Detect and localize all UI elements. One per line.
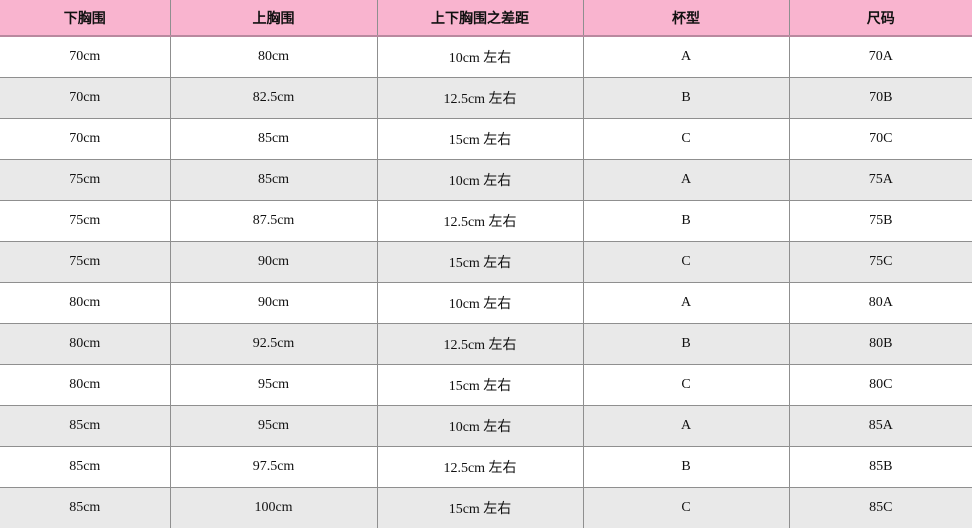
- table-cell: 70cm: [0, 76, 171, 119]
- table-cell: 85cm: [0, 486, 171, 528]
- table-row: 80cm 95cm 15cm 左右 C 80C: [0, 363, 972, 406]
- table-cell: 80cm: [0, 363, 171, 406]
- table-cell: 95cm: [169, 363, 378, 406]
- table-cell: 10cm 左右: [376, 281, 584, 324]
- table-cell: 80A: [788, 281, 972, 324]
- header-row: 下胸围 上胸围 上下胸围之差距 杯型 尺码: [0, 0, 972, 37]
- table-cell: 85B: [788, 445, 972, 488]
- table-row: 85cm 95cm 10cm 左右 A 85A: [0, 404, 972, 447]
- table-cell: B: [582, 322, 790, 365]
- table-row: 70cm 85cm 15cm 左右 C 70C: [0, 117, 972, 160]
- table-cell: A: [582, 158, 790, 201]
- table-cell: 80C: [788, 363, 972, 406]
- header-cell-underbust: 下胸围: [0, 0, 171, 37]
- table-cell: 70cm: [0, 117, 171, 160]
- table-cell: B: [582, 76, 790, 119]
- table-cell: A: [582, 35, 790, 78]
- table-cell: 15cm 左右: [376, 240, 584, 283]
- table-cell: 80B: [788, 322, 972, 365]
- table-cell: 75B: [788, 199, 972, 242]
- table-cell: 97.5cm: [169, 445, 378, 488]
- table-cell: 92.5cm: [169, 322, 378, 365]
- table-row: 80cm 90cm 10cm 左右 A 80A: [0, 281, 972, 324]
- table-cell: 15cm 左右: [376, 363, 584, 406]
- table-row: 75cm 85cm 10cm 左右 A 75A: [0, 158, 972, 201]
- table-cell: 85cm: [169, 158, 378, 201]
- table-cell: 10cm 左右: [376, 158, 584, 201]
- table-row: 80cm 92.5cm 12.5cm 左右 B 80B: [0, 322, 972, 365]
- header-cell-difference: 上下胸围之差距: [376, 0, 584, 37]
- table-cell: 87.5cm: [169, 199, 378, 242]
- table-cell: 95cm: [169, 404, 378, 447]
- table-row: 75cm 87.5cm 12.5cm 左右 B 75B: [0, 199, 972, 242]
- table-cell: B: [582, 445, 790, 488]
- table-cell: 12.5cm 左右: [376, 76, 584, 119]
- table-cell: 85C: [788, 486, 972, 528]
- table-cell: 90cm: [169, 281, 378, 324]
- table-row: 70cm 82.5cm 12.5cm 左右 B 70B: [0, 76, 972, 119]
- table-cell: C: [582, 486, 790, 528]
- table-cell: 15cm 左右: [376, 486, 584, 528]
- table-cell: 12.5cm 左右: [376, 322, 584, 365]
- table-cell: 100cm: [169, 486, 378, 528]
- table-cell: A: [582, 281, 790, 324]
- table-cell: 82.5cm: [169, 76, 378, 119]
- table-cell: 70C: [788, 117, 972, 160]
- header-cell-cup-type: 杯型: [582, 0, 790, 37]
- table-cell: C: [582, 240, 790, 283]
- table-cell: 70A: [788, 35, 972, 78]
- table-header: 下胸围 上胸围 上下胸围之差距 杯型 尺码: [0, 0, 972, 37]
- table-row: 75cm 90cm 15cm 左右 C 75C: [0, 240, 972, 283]
- table-cell: 75A: [788, 158, 972, 201]
- table-cell: B: [582, 199, 790, 242]
- table-body: 70cm 80cm 10cm 左右 A 70A 70cm 82.5cm 12.5cm 左右 B 7…: [0, 35, 972, 528]
- table-row: 85cm 97.5cm 12.5cm 左右 B 85B: [0, 445, 972, 488]
- table-cell: 80cm: [0, 281, 171, 324]
- table-cell: 75cm: [0, 199, 171, 242]
- table-row: 85cm 100cm 15cm 左右 C 85C: [0, 486, 972, 528]
- table-cell: 15cm 左右: [376, 117, 584, 160]
- table-row: 70cm 80cm 10cm 左右 A 70A: [0, 35, 972, 78]
- table-cell: 12.5cm 左右: [376, 445, 584, 488]
- header-cell-overbust: 上胸围: [169, 0, 378, 37]
- table-cell: 80cm: [169, 35, 378, 78]
- table-cell: 10cm 左右: [376, 35, 584, 78]
- table-cell: 70B: [788, 76, 972, 119]
- table-cell: 10cm 左右: [376, 404, 584, 447]
- table-cell: 12.5cm 左右: [376, 199, 584, 242]
- table-cell: 85cm: [0, 445, 171, 488]
- table-cell: 70cm: [0, 35, 171, 78]
- table-cell: 85cm: [0, 404, 171, 447]
- table-cell: 85A: [788, 404, 972, 447]
- table-cell: 75cm: [0, 240, 171, 283]
- table-cell: 85cm: [169, 117, 378, 160]
- table-cell: C: [582, 363, 790, 406]
- table-cell: 75cm: [0, 158, 171, 201]
- table-cell: 80cm: [0, 322, 171, 365]
- header-cell-size: 尺码: [788, 0, 972, 37]
- table-cell: A: [582, 404, 790, 447]
- table-cell: 75C: [788, 240, 972, 283]
- table-cell: 90cm: [169, 240, 378, 283]
- table-cell: C: [582, 117, 790, 160]
